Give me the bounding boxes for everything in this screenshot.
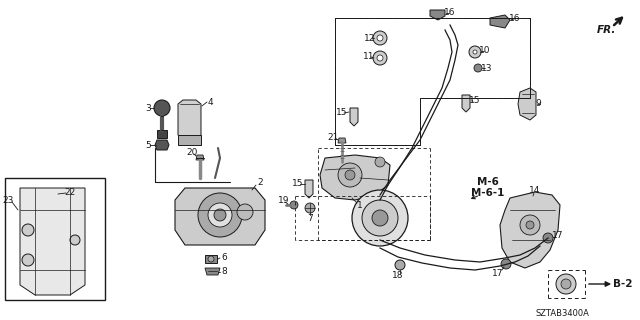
Polygon shape — [205, 268, 220, 275]
Text: 17: 17 — [492, 269, 504, 278]
Polygon shape — [430, 10, 445, 20]
Polygon shape — [175, 188, 265, 245]
Polygon shape — [500, 192, 560, 268]
Polygon shape — [490, 15, 510, 28]
Circle shape — [208, 256, 214, 262]
Text: 15: 15 — [336, 108, 348, 116]
Polygon shape — [518, 88, 536, 120]
Text: 6: 6 — [221, 252, 227, 261]
Polygon shape — [305, 180, 313, 198]
Polygon shape — [155, 140, 169, 150]
Circle shape — [70, 235, 80, 245]
Text: SZTAB3400A: SZTAB3400A — [535, 308, 589, 317]
Polygon shape — [157, 130, 167, 138]
Circle shape — [556, 274, 576, 294]
Circle shape — [352, 190, 408, 246]
Text: 11: 11 — [364, 52, 375, 60]
Text: 7: 7 — [307, 213, 313, 222]
Text: M-6-1: M-6-1 — [471, 188, 505, 198]
Text: B-2: B-2 — [613, 279, 633, 289]
Text: 23: 23 — [3, 196, 13, 204]
Text: 5: 5 — [145, 140, 151, 149]
Polygon shape — [320, 155, 390, 200]
Circle shape — [377, 55, 383, 61]
Circle shape — [526, 221, 534, 229]
Circle shape — [561, 279, 571, 289]
Text: 10: 10 — [479, 45, 491, 54]
Text: 12: 12 — [364, 34, 376, 43]
Circle shape — [338, 163, 362, 187]
Text: 1: 1 — [357, 201, 363, 210]
Polygon shape — [205, 255, 217, 263]
Circle shape — [22, 254, 34, 266]
Circle shape — [474, 64, 482, 72]
Text: 15: 15 — [469, 95, 481, 105]
Circle shape — [22, 224, 34, 236]
Circle shape — [373, 31, 387, 45]
Circle shape — [198, 193, 242, 237]
Text: 21: 21 — [327, 132, 339, 141]
Circle shape — [501, 259, 511, 269]
Text: 22: 22 — [65, 188, 76, 196]
Circle shape — [305, 203, 315, 213]
Circle shape — [375, 157, 385, 167]
Polygon shape — [338, 138, 346, 143]
Text: 14: 14 — [529, 186, 541, 195]
Circle shape — [290, 201, 298, 209]
Circle shape — [473, 50, 477, 54]
Text: 8: 8 — [221, 267, 227, 276]
Circle shape — [395, 260, 405, 270]
Text: 4: 4 — [207, 98, 213, 107]
Polygon shape — [350, 108, 358, 126]
Text: 16: 16 — [509, 13, 521, 22]
Text: 16: 16 — [444, 7, 456, 17]
Text: 18: 18 — [392, 270, 404, 279]
Text: 20: 20 — [186, 148, 198, 156]
Polygon shape — [178, 100, 201, 140]
Circle shape — [214, 209, 226, 221]
Text: 19: 19 — [278, 196, 290, 204]
Polygon shape — [462, 95, 470, 112]
Polygon shape — [178, 135, 201, 145]
Circle shape — [520, 215, 540, 235]
Circle shape — [345, 170, 355, 180]
Circle shape — [377, 35, 383, 41]
Text: 17: 17 — [552, 230, 564, 239]
Bar — [5, 178, 105, 300]
Circle shape — [543, 233, 553, 243]
Text: 9: 9 — [535, 99, 541, 108]
Circle shape — [362, 200, 398, 236]
Text: M-6: M-6 — [477, 177, 499, 187]
Circle shape — [372, 210, 388, 226]
Polygon shape — [196, 155, 204, 160]
Circle shape — [469, 46, 481, 58]
Text: FR.: FR. — [596, 25, 616, 35]
Circle shape — [237, 204, 253, 220]
Text: 15: 15 — [292, 179, 304, 188]
Polygon shape — [20, 188, 85, 295]
Text: 13: 13 — [481, 63, 493, 73]
Text: 3: 3 — [145, 103, 151, 113]
Circle shape — [208, 203, 232, 227]
Text: 2: 2 — [257, 178, 263, 187]
Circle shape — [373, 51, 387, 65]
Circle shape — [154, 100, 170, 116]
